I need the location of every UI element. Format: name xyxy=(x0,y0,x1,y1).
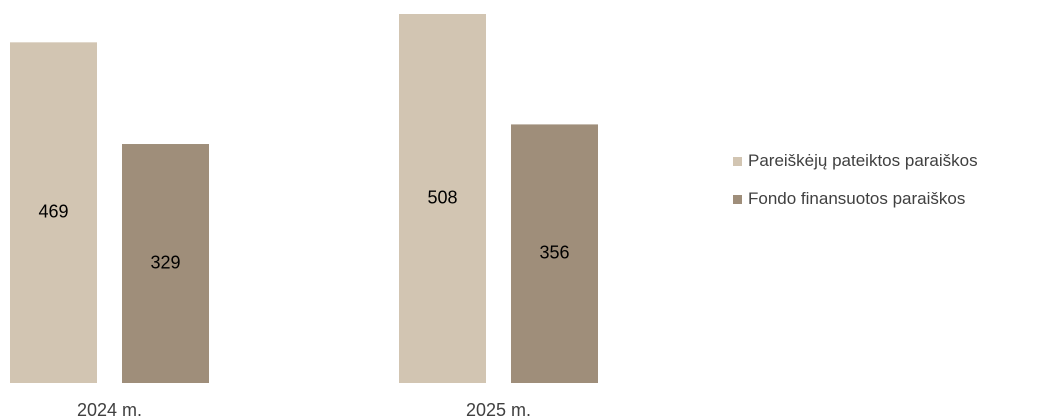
bar-submitted-1 xyxy=(10,42,97,384)
category-label-1: 2024 m. xyxy=(77,400,142,419)
bar-submitted-2 xyxy=(399,14,486,383)
data-label-submitted-2: 508 xyxy=(427,187,457,207)
chart-legend: Pareiškėjų pateiktos paraiškos Fondo fin… xyxy=(733,150,978,226)
legend-item-submitted: Pareiškėjų pateiktos paraiškos xyxy=(733,150,978,172)
legend-item-funded: Fondo finansuotos paraiškos xyxy=(733,188,978,210)
data-label-funded-2: 356 xyxy=(539,242,569,262)
legend-label-funded: Fondo finansuotos paraiškos xyxy=(748,189,966,208)
bar-funded-1 xyxy=(122,144,209,383)
data-label-funded-1: 329 xyxy=(150,252,180,272)
legend-swatch-submitted xyxy=(733,156,742,166)
legend-label-submitted: Pareiškėjų pateiktos paraiškos xyxy=(748,151,978,170)
bar-funded-2 xyxy=(511,124,598,383)
legend-swatch-funded xyxy=(733,194,742,204)
data-label-submitted-1: 469 xyxy=(38,201,68,221)
category-label-2: 2025 m. xyxy=(466,400,531,419)
